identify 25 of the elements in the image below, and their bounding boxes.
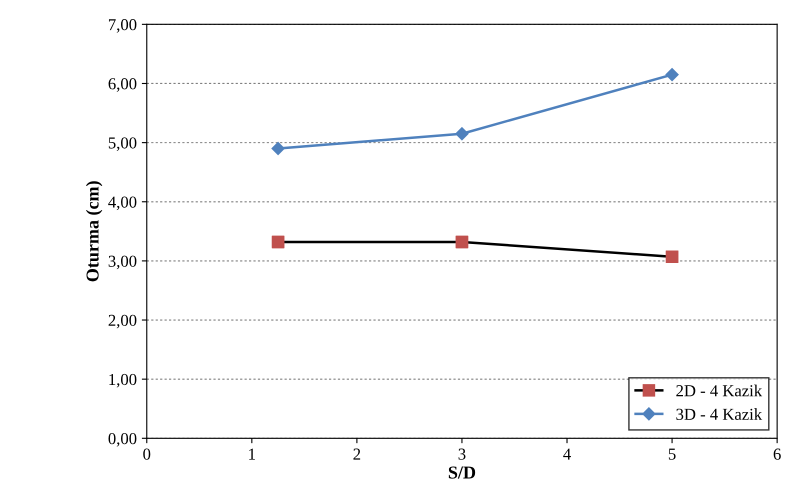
y-tick-label: 4,00 [108, 196, 136, 210]
x-tick-label: 6 [774, 448, 781, 460]
legend-label: 2D - 4 Kazik [676, 384, 762, 396]
x-tick-label: 3 [458, 448, 466, 460]
x-tick-label: 4 [563, 448, 571, 460]
y-tick-label: 1,00 [109, 374, 136, 388]
point [455, 127, 469, 140]
point [456, 236, 468, 248]
y-tick-label: 2,00 [108, 314, 136, 328]
y-tick-label: 5,00 [108, 137, 136, 151]
point [272, 236, 284, 248]
point [272, 142, 285, 156]
point [666, 250, 678, 264]
y-tick-label: 3,00 [108, 256, 136, 270]
y-tick-label: 6,00 [108, 78, 136, 92]
legend-label: 3D - 4 Kazik [676, 408, 762, 420]
x-axis-title: S/D [448, 466, 476, 479]
x-tick-label: 1 [249, 448, 255, 460]
y-tick-label: 0,00 [108, 433, 136, 447]
point [665, 68, 679, 82]
x-tick-label: 5 [668, 448, 676, 460]
y-axis-title: Oturma (cm) [86, 181, 102, 282]
x-tick-label: 0 [143, 448, 150, 460]
x-tick-label: 2 [353, 448, 360, 460]
y-tick-label: 7,00 [108, 19, 136, 33]
